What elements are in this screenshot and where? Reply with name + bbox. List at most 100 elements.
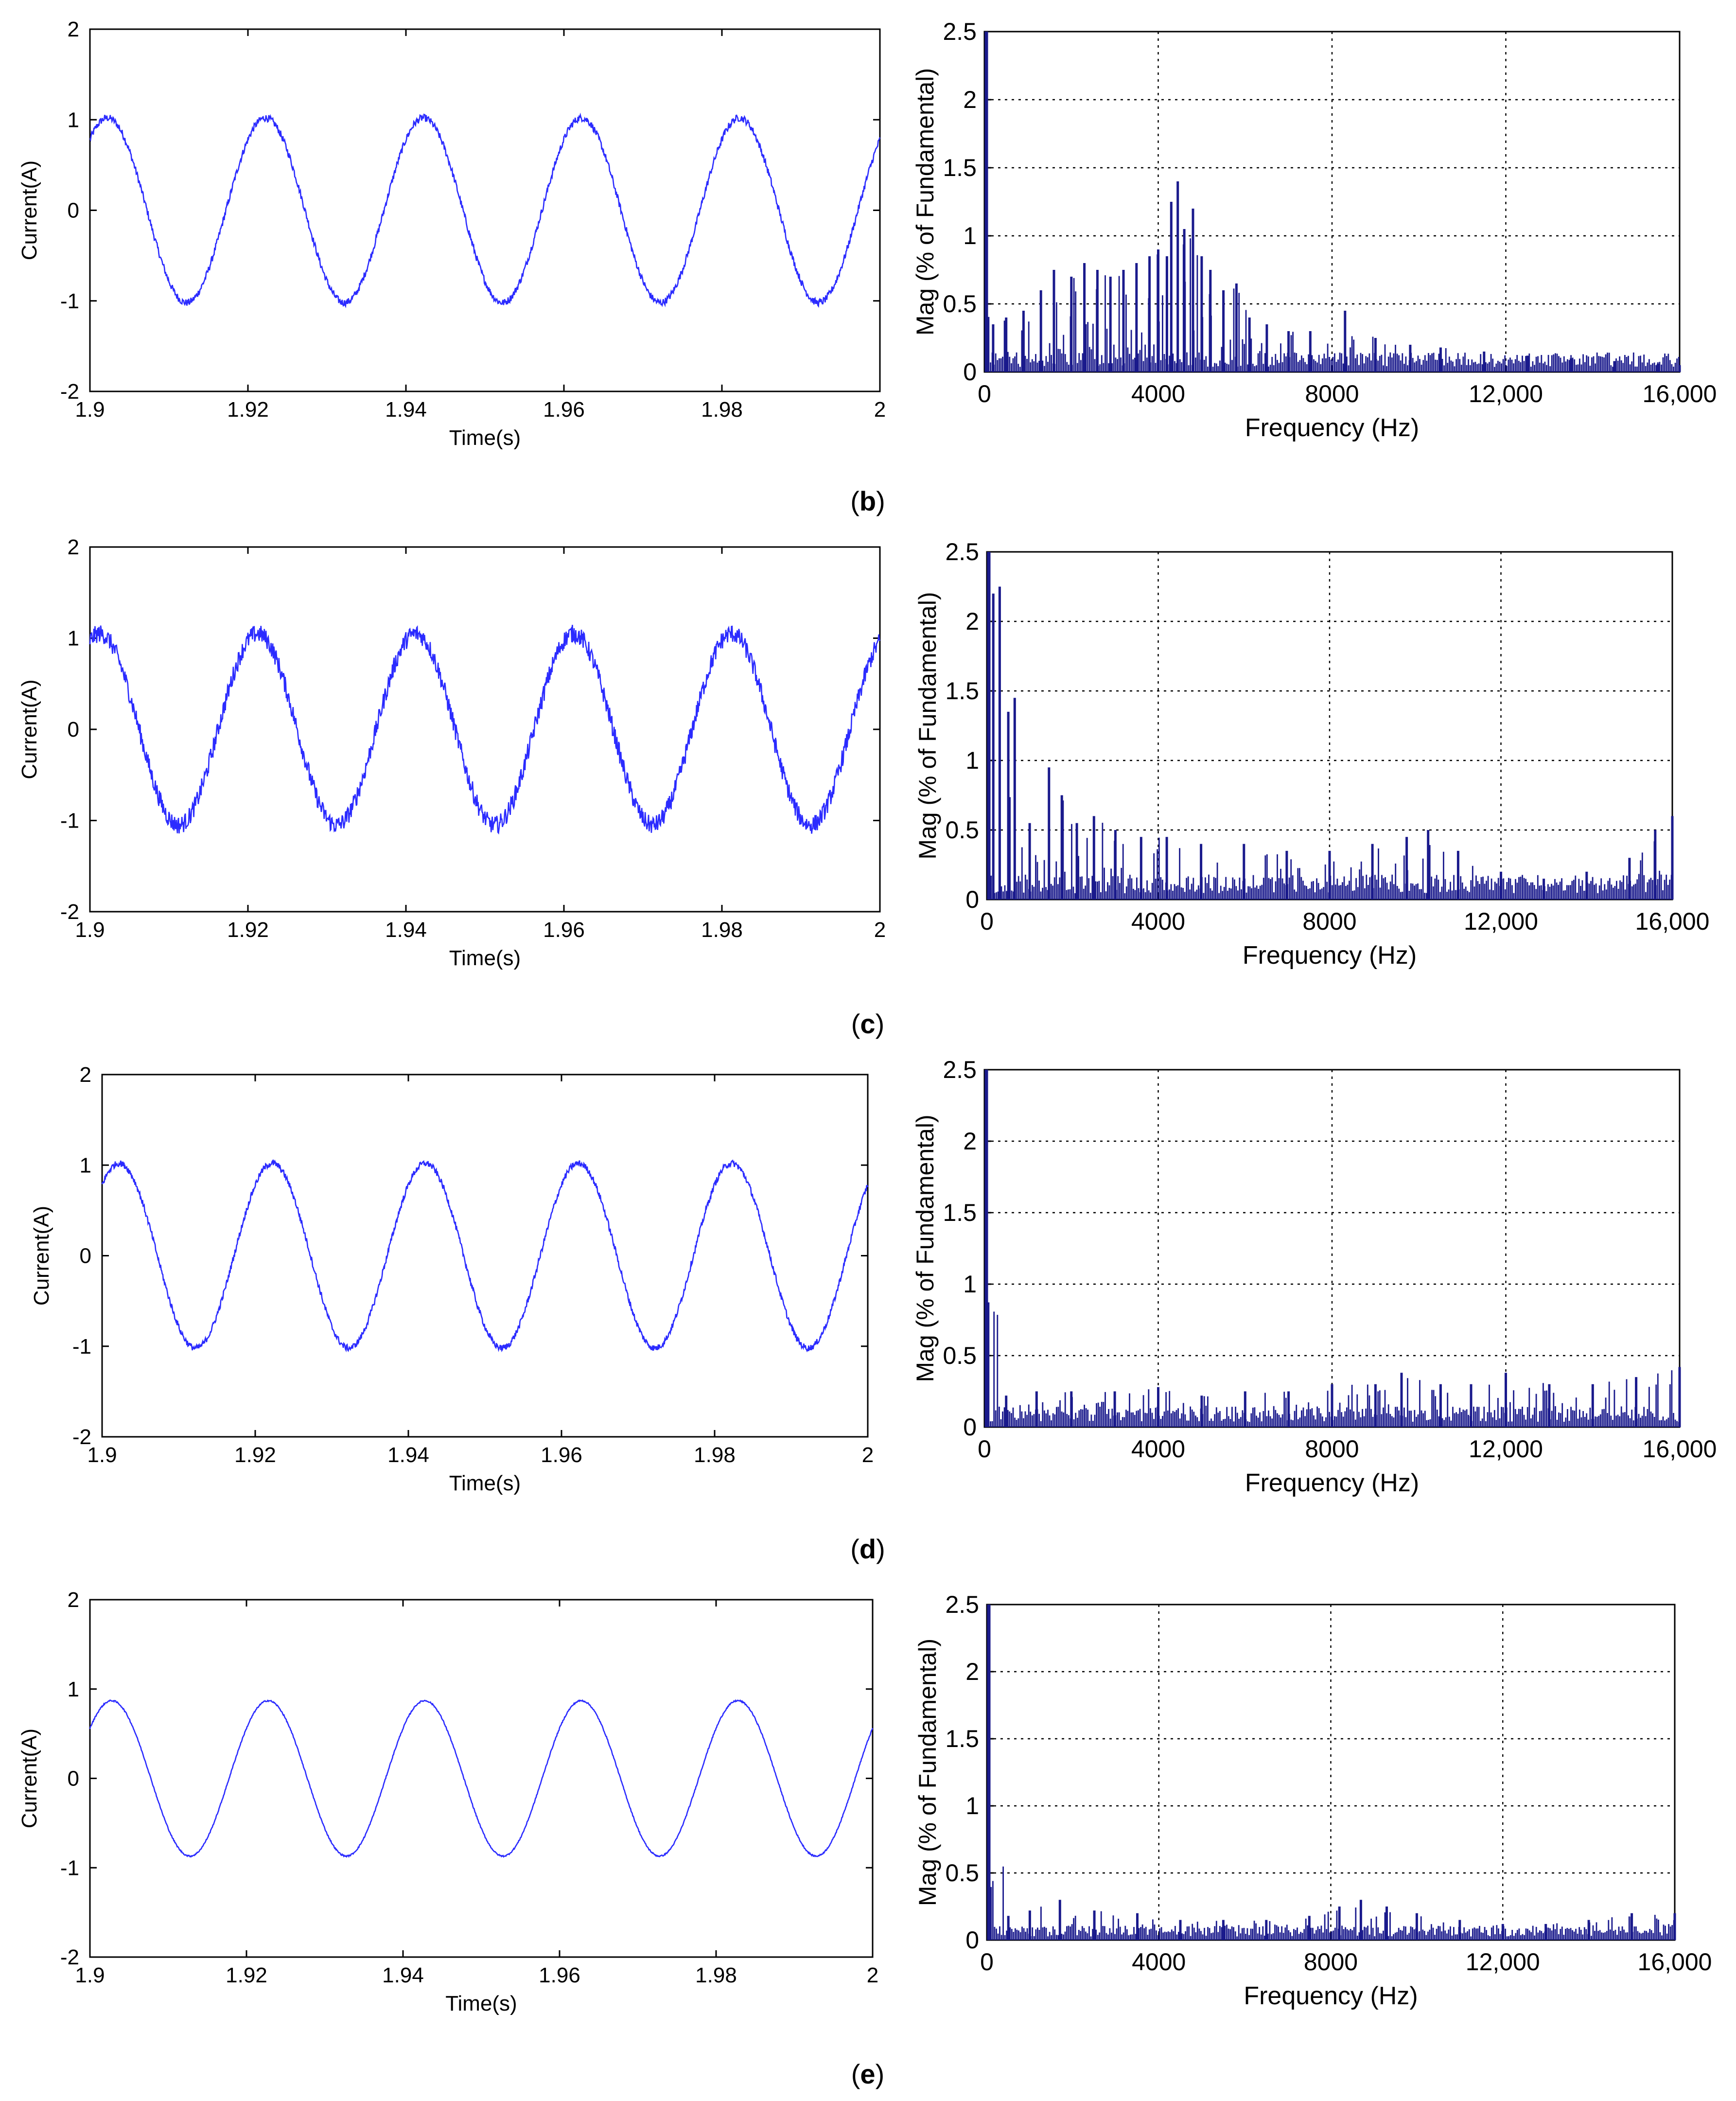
spectrum-bars [984,1070,1681,1427]
time-plot-c: 1.9 1.92 1.94 1.96 1.98 2 -2 -1 0 1 2 Time(s) Curren… [18,535,886,970]
time-plot-b: 1.9 1.92 1.94 1.96 1.98 2 -2 -1 0 1 2 Time(s) Curren… [18,18,886,450]
x-tick-label: 1.94 [382,1963,424,1987]
spectrum-plot-d: 0 4000 8000 12,000 16,000 0 0.5 1 1.5 2 2.5 Frequen… [912,1056,1717,1497]
x-tick-label: 8000 [1305,380,1359,407]
y-tick-label: 2 [963,1128,977,1155]
panel-label-c: (c) [851,1008,884,1039]
x-tick-label: 16,000 [1643,380,1717,407]
y-tick-label: 1.5 [945,1725,979,1752]
plot-frame [986,551,1673,900]
time-plot-e: 1.9 1.92 1.94 1.96 1.98 2 -2 -1 0 1 2 Time(s) Curren… [18,1588,878,2015]
y-axis-label: Mag (% of Fundamental) [912,1114,939,1382]
x-tick-label: 1.92 [226,1963,267,1987]
spectrum-plot-b: 0 4000 8000 12,000 16,000 0 0.5 1 1.5 2 2.5 Frequen… [912,18,1717,442]
x-axis-label: Time(s) [445,1992,517,2015]
y-axis-label: Mag (% of Fundamental) [912,68,939,335]
y-tick-label: 2.5 [945,1591,979,1618]
y-axis-label: Mag (% of Fundamental) [914,1639,941,1906]
y-tick-label: 0 [965,1926,979,1954]
x-tick-label: 0 [978,380,991,407]
x-tick-label: 1.94 [385,918,427,942]
row-c: 1.9 1.92 1.94 1.96 1.98 2 -2 -1 0 1 2 Time(s) Curren… [18,535,1709,1039]
x-tick-label: 1.96 [543,918,585,942]
y-tick-label: 1 [68,627,79,651]
y-tick-label: 1 [68,1677,79,1701]
y-tick-label: 1 [963,222,977,249]
x-tick-label: 2 [874,398,886,422]
x-tick-label: 16,000 [1638,1948,1712,1976]
y-tick-label: 2 [80,1063,91,1087]
panel-label-e: (e) [851,2059,884,2089]
row-e: 1.9 1.92 1.94 1.96 1.98 2 -2 -1 0 1 2 Time(s) Curren… [18,1588,1712,2089]
y-axis-label: Current(A) [30,1206,53,1306]
x-tick-label: 1.98 [701,918,743,942]
x-tick-label: 1.92 [227,918,269,942]
current-waveform [89,625,881,835]
y-tick-label: 2 [68,535,79,559]
y-tick-label: 0 [963,358,977,386]
x-tick-label: 1.98 [694,1443,736,1467]
x-tick-label: 4000 [1131,1435,1185,1463]
plot-frame [986,1604,1676,1941]
y-tick-label: -2 [72,1425,91,1449]
x-tick-label: 4000 [1131,380,1185,407]
y-axis-label: Current(A) [18,1729,41,1828]
y-tick-label: 0 [68,718,79,742]
y-tick-label: 0 [80,1244,91,1268]
row-b: 1.9 1.92 1.94 1.96 1.98 2 -2 -1 0 1 2 Time(s) Curren… [18,18,1717,516]
x-tick-label: 2 [874,918,886,942]
y-tick-label: 2 [963,86,977,113]
spectrum-bars [987,1605,1676,1940]
current-waveform [101,1159,869,1353]
x-tick-label: 1.98 [695,1963,737,1987]
y-tick-label: 0 [965,886,979,913]
y-tick-label: -1 [72,1335,91,1359]
spectrum-bars [987,552,1674,900]
x-tick-label: 4000 [1131,908,1185,935]
current-waveform [89,112,881,308]
y-tick-label: 2 [965,608,979,635]
x-tick-label: 1.94 [387,1443,429,1467]
x-tick-label: 1.9 [75,398,105,422]
y-tick-label: 1 [68,108,79,132]
plot-frame [89,1599,874,1958]
y-tick-label: 1 [963,1271,977,1298]
x-tick-label: 8000 [1305,1435,1359,1463]
x-tick-label: 1.94 [385,398,427,422]
spectrum-plot-c: 0 4000 8000 12,000 16,000 0 0.5 1 1.5 2 2.5 Frequen… [914,538,1709,970]
panel-label-d: (d) [850,1534,885,1564]
y-tick-label: 2 [965,1658,979,1685]
y-tick-label: -2 [60,900,79,924]
y-tick-label: 0.5 [945,1859,979,1887]
y-axis-label: Current(A) [18,160,41,260]
x-tick-label: 8000 [1302,908,1356,935]
x-tick-label: 12,000 [1466,1948,1540,1976]
x-tick-label: 1.9 [75,1963,105,1987]
x-axis-label: Frequency (Hz) [1243,941,1417,970]
time-plot-d: 1.9 1.92 1.94 1.96 1.98 2 -2 -1 0 1 2 Time(s) Curren… [30,1063,874,1495]
y-tick-label: 0 [68,1767,79,1791]
x-tick-label: 1.92 [234,1443,276,1467]
spectrum-plot-e: 0 4000 8000 12,000 16,000 0 0.5 1 1.5 2 2.5 Frequen… [914,1591,1712,2010]
y-tick-label: -1 [60,1856,79,1880]
x-tick-label: 2 [862,1443,874,1467]
x-tick-label: 12,000 [1469,1435,1543,1463]
x-axis-label: Frequency (Hz) [1244,1982,1418,2010]
x-tick-label: 1.9 [75,918,105,942]
x-tick-label: 12,000 [1464,908,1538,935]
x-axis-label: Time(s) [449,426,521,450]
x-tick-label: 0 [980,1948,994,1976]
y-tick-label: 2.5 [943,1056,977,1083]
x-axis-label: Time(s) [449,946,521,970]
y-tick-label: 1 [80,1153,91,1177]
y-tick-label: 0.5 [943,1342,977,1369]
y-axis-label: Current(A) [18,679,41,779]
y-tick-label: 2.5 [945,538,979,565]
y-tick-label: 1.5 [945,677,979,705]
x-tick-label: 1.96 [539,1963,580,1987]
panel-label-b: (b) [850,486,885,516]
x-tick-label: 8000 [1304,1948,1358,1976]
y-tick-label: 1 [965,1792,979,1819]
y-tick-label: 0.5 [945,816,979,844]
x-axis-label: Frequency (Hz) [1245,1469,1419,1497]
